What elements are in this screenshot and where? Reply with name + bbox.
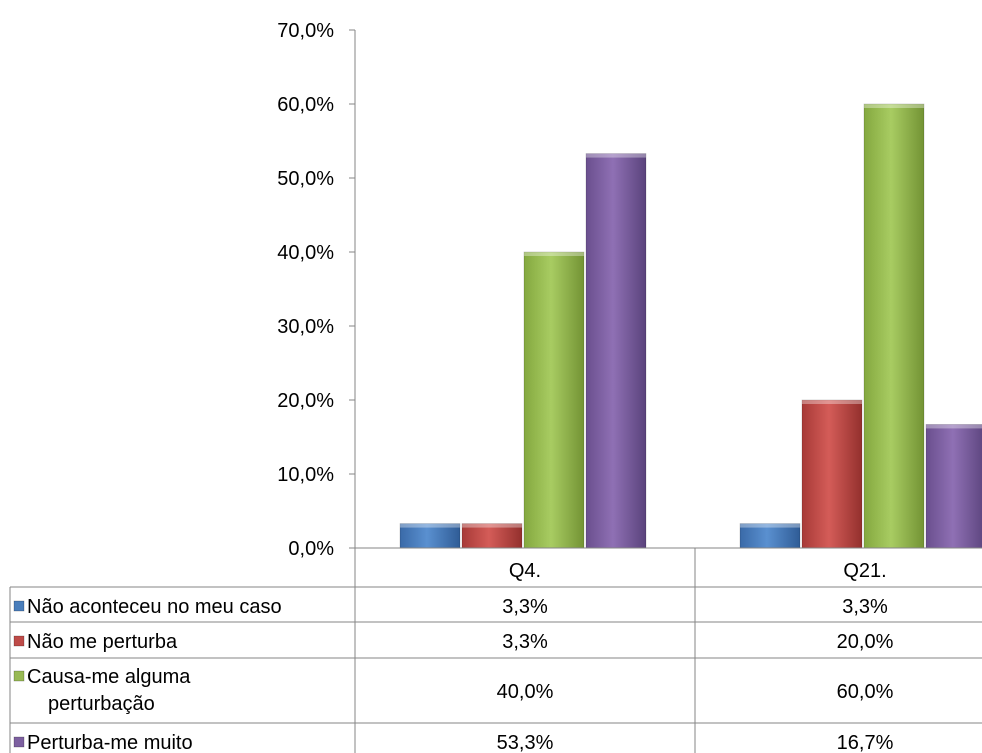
category-label: Q4. [509,560,541,582]
bar [801,399,863,549]
data-label: 16,7% [837,732,894,753]
bar [585,153,647,549]
legend-label: perturbação [48,693,155,715]
bars [399,103,982,549]
bar [523,251,585,549]
category-label: Q21. [843,560,886,582]
bar [399,523,461,549]
data-label: 3,3% [502,596,548,618]
legend-key [13,635,25,647]
legend-label: Perturba-me muito [27,732,193,753]
data-label: 60,0% [837,681,894,703]
y-axis: 0,0% 10,0% 20,0% 30,0% 40,0% 50,0% 60,0% 70,0% [277,20,356,560]
data-table: Q4. Q21. Não aconteceu no meu caso 3,3% 3,3%… [9,547,982,753]
legend-key [13,736,25,748]
bar [739,523,801,549]
y-tick-label: 50,0% [277,168,334,190]
legend-key [13,670,25,682]
legend-label: Não me perturba [27,631,178,653]
bar [461,523,523,549]
data-label: 3,3% [502,631,548,653]
bar [925,424,982,549]
y-tick-label: 70,0% [277,20,334,42]
legend-label: Causa-me alguma [27,666,191,688]
legend-key [13,600,25,612]
y-tick-label: 60,0% [277,94,334,116]
bar [863,103,925,549]
y-tick-label: 10,0% [277,464,334,486]
data-label: 3,3% [842,596,888,618]
legend-label: Não aconteceu no meu caso [27,596,282,618]
data-label: 40,0% [497,681,554,703]
y-tick-label: 40,0% [277,242,334,264]
y-tick-label: 30,0% [277,316,334,338]
y-tick-label: 0,0% [288,538,334,560]
data-label: 53,3% [497,732,554,753]
data-label: 20,0% [837,631,894,653]
y-tick-label: 20,0% [277,390,334,412]
